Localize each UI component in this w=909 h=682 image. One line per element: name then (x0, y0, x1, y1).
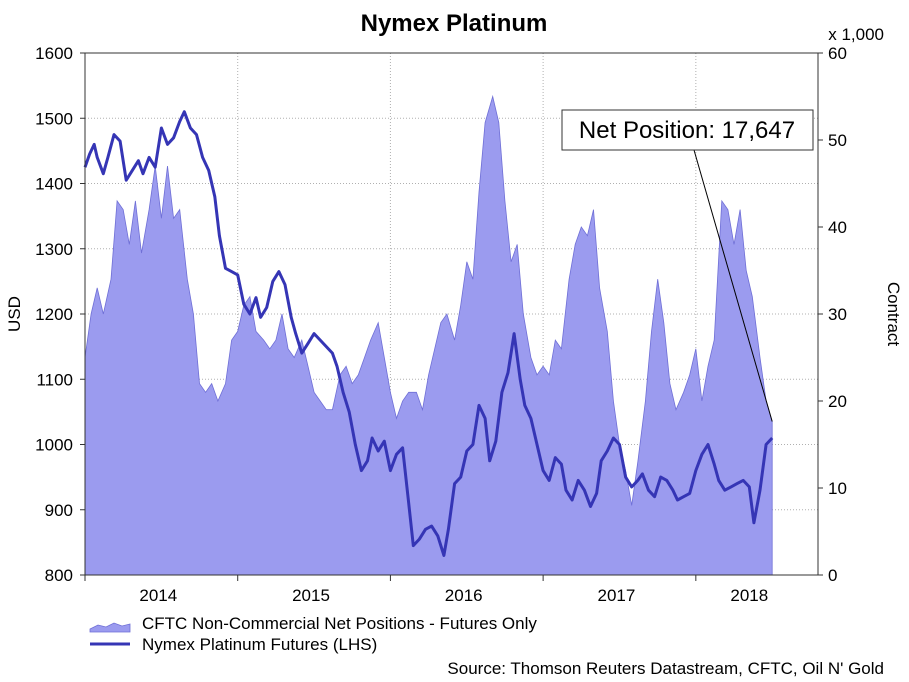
legend-line-label: Nymex Platinum Futures (LHS) (142, 635, 377, 654)
x-tick-label: 2015 (292, 586, 330, 605)
chart-title: Nymex Platinum (361, 10, 548, 37)
left-tick-label: 900 (45, 501, 73, 520)
callout-leader-line (693, 149, 773, 422)
platinum-futures-line (83, 110, 774, 557)
left-axis: 800 900 1000 1100 1200 1300 1400 1500 1600 (35, 44, 85, 585)
right-tick-label: 0 (828, 566, 837, 585)
right-tick-label: 10 (828, 479, 847, 498)
left-tick-label: 1000 (35, 436, 73, 455)
callout-text: Net Position: 17,647 (579, 117, 795, 144)
net-positions-area (84, 94, 773, 576)
legend: CFTC Non-Commercial Net Positions - Futu… (89, 614, 537, 654)
left-tick-label: 1200 (35, 305, 73, 324)
x-tick-label: 2018 (730, 586, 768, 605)
right-tick-label: 30 (828, 305, 847, 324)
right-tick-label: 40 (828, 218, 847, 237)
right-axis-unit: x 1,000 (828, 25, 884, 44)
left-axis-title: USD (5, 296, 24, 332)
x-tick-label: 2017 (598, 586, 636, 605)
x-axis: 2014 2015 2016 2017 2018 (84, 575, 768, 605)
source-note: Source: Thomson Reuters Datastream, CFTC… (447, 659, 884, 678)
x-tick-label: 2016 (445, 586, 483, 605)
right-axis-title: Contract (884, 282, 903, 347)
left-tick-label: 1300 (35, 240, 73, 259)
x-tick-label: 2014 (139, 586, 177, 605)
callout-box (561, 109, 814, 151)
legend-area-label: CFTC Non-Commercial Net Positions - Futu… (142, 614, 537, 633)
right-axis: 0 10 20 30 40 50 60 (818, 44, 847, 585)
left-tick-label: 1400 (35, 175, 73, 194)
left-tick-label: 1500 (35, 109, 73, 128)
legend-area-swatch (89, 622, 131, 633)
right-tick-label: 20 (828, 392, 847, 411)
left-tick-label: 800 (45, 566, 73, 585)
right-tick-label: 60 (828, 44, 847, 63)
left-tick-label: 1600 (35, 44, 73, 63)
right-tick-label: 50 (828, 131, 847, 150)
left-tick-label: 1100 (36, 370, 73, 389)
